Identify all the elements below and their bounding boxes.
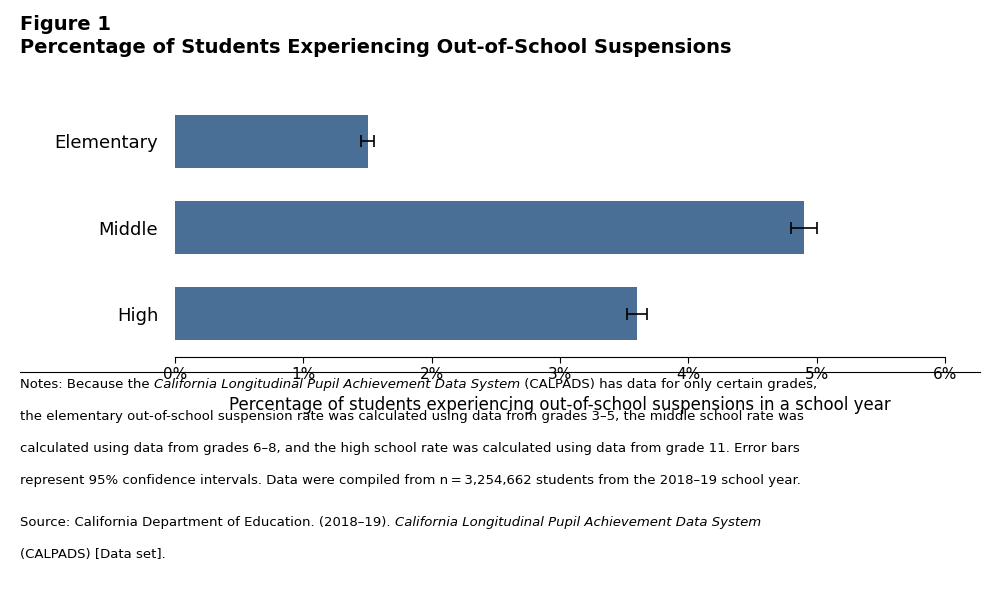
Text: the elementary out-of-school suspension rate was calculated using data from grad: the elementary out-of-school suspension … — [20, 410, 804, 423]
Text: Percentage of Students Experiencing Out-of-School Suspensions: Percentage of Students Experiencing Out-… — [20, 38, 732, 57]
Text: (CALPADS) has data for only certain grades,: (CALPADS) has data for only certain grad… — [520, 378, 817, 391]
Bar — [175, 201, 804, 254]
Text: California Longitudinal Pupil Achievement Data System: California Longitudinal Pupil Achievemen… — [395, 516, 761, 529]
Text: represent 95% confidence intervals. Data were compiled from n = 3,254,662 studen: represent 95% confidence intervals. Data… — [20, 474, 801, 487]
Text: California Longitudinal Pupil Achievement Data System: California Longitudinal Pupil Achievemen… — [154, 378, 520, 391]
Text: calculated using data from grades 6–8, and the high school rate was calculated u: calculated using data from grades 6–8, a… — [20, 442, 800, 455]
X-axis label: Percentage of students experiencing out-of-school suspensions in a school year: Percentage of students experiencing out-… — [229, 396, 891, 414]
Text: (CALPADS) [Data set].: (CALPADS) [Data set]. — [20, 548, 166, 561]
Text: Notes: Because the: Notes: Because the — [20, 378, 154, 391]
Text: Source: California Department of Education. (2018–19).: Source: California Department of Educati… — [20, 516, 395, 529]
Bar — [175, 115, 368, 168]
Bar — [175, 287, 637, 340]
Text: Figure 1: Figure 1 — [20, 15, 111, 34]
